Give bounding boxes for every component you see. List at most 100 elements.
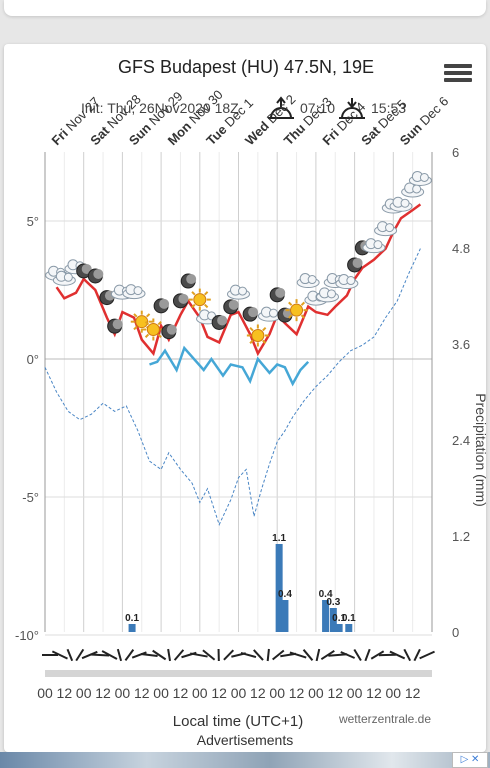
init-time-label: Init: Thu, 26Nov2020 18Z [81,100,239,116]
hour-tick-label: 00 [192,685,208,701]
time-axis-bar [45,670,432,677]
precip-value-label: 0.4 [319,589,333,600]
hour-tick-label: 12 [173,685,189,701]
hour-tick-label: 00 [37,685,53,701]
wind-barb [116,648,123,662]
hour-tick-label: 12 [289,685,305,701]
wind-barb [403,648,412,662]
hour-tick-label: 12 [57,685,73,701]
wind-barb [90,653,110,657]
x-axis-label: Local time (UTC+1) [173,713,303,730]
wind-barb [140,652,158,658]
wind-barb [413,648,421,662]
wind-barb [266,648,270,662]
y-tick-label-right: 6 [452,145,459,160]
y-tick-label-right: 2.4 [452,433,470,448]
sunrise-icon [268,96,294,119]
wind-barb [315,648,321,662]
moon-icon [172,293,189,309]
advertisement-banner[interactable] [0,752,490,768]
sun-icon [142,318,165,341]
moon-icon [107,318,123,334]
moon-icon [223,299,239,315]
wind-barb [223,649,235,661]
hour-tick-label: 12 [211,685,227,701]
wind-barb [101,650,118,660]
y-tick-label-left: 5° [27,214,39,229]
sun-icon [130,310,153,333]
menu-icon[interactable] [444,64,472,88]
wind-barb [189,652,208,658]
cloud-icon [296,273,320,289]
cloud-icon [335,274,359,290]
moon-icon [347,257,363,273]
cloud-icon [257,306,281,322]
sunrise-time: 07:10 [300,100,335,116]
hour-tick-label: 12 [327,685,343,701]
precip-bar [281,600,289,632]
wind-barb [124,649,135,661]
chart-title: GFS Budapest (HU) 47.5N, 19E [118,57,374,77]
hour-tick-label: 00 [76,685,92,701]
sun-icon [188,288,211,311]
credit-label: wetterzentrale.de [338,712,431,726]
precip-value-label: 0.1 [125,613,139,624]
hour-tick-label: 00 [231,685,247,701]
ads-label: Advertisements [197,732,293,748]
y-tick-label-right: 1.2 [452,529,470,544]
moon-icon [211,314,228,330]
moon-icon [269,287,286,303]
wind-barb [419,650,435,660]
hour-tick-label: 12 [134,685,150,701]
ad-choices-icon[interactable]: ▷ ✕ [452,752,488,768]
cloud-icon [408,170,432,186]
y-tick-label-left: 0° [27,352,39,367]
precip-bar [329,608,337,632]
wind-barb [152,649,167,661]
wind-barb [202,649,216,661]
precip-bar [335,624,343,632]
wind-barb [167,648,172,662]
cloud-icon [122,284,146,300]
wind-barb [253,649,264,661]
right-axis-label: Precipitation (mm) [473,393,489,507]
wind-barb [320,649,335,661]
precip-bar [345,624,353,632]
previous-card-edge [4,0,486,16]
y-tick-label-left: -5° [22,490,39,505]
hour-tick-label: 00 [115,685,131,701]
wind-barb [131,651,147,659]
hour-tick-label: 00 [386,685,402,701]
sunset-time: 15:53 [371,100,406,116]
hour-tick-label: 00 [269,685,285,701]
wind-barb [51,650,68,660]
y-tick-label-right: 3.6 [452,337,470,352]
precip-value-label: 0.3 [326,597,340,608]
moon-icon [87,268,104,284]
hour-tick-label: 00 [153,685,169,701]
precip-bar [275,544,283,632]
wind-barb [289,651,307,659]
wind-barb [302,649,314,661]
hour-tick-label: 12 [366,685,382,701]
wind-barb [272,649,285,661]
hour-tick-label: 00 [308,685,324,701]
wind-barb [173,649,185,661]
y-tick-label-right: 4.8 [452,241,470,256]
y-tick-label-left: -10° [15,628,39,643]
wind-barb [353,648,362,662]
moon-icon [242,306,259,322]
wind-barb [370,650,385,660]
precip-value-label: 0.1 [332,613,346,624]
sun-icon [285,299,308,322]
cloud-icon [374,221,398,237]
wind-barb [240,651,257,659]
hour-tick-label: 12 [95,685,111,701]
cloud-icon [389,196,413,212]
moon-icon [161,324,177,340]
cloud-icon [401,182,425,198]
wind-barb [364,648,371,662]
sunset-icon [339,98,365,119]
precip-value-label: 0.4 [278,589,292,600]
